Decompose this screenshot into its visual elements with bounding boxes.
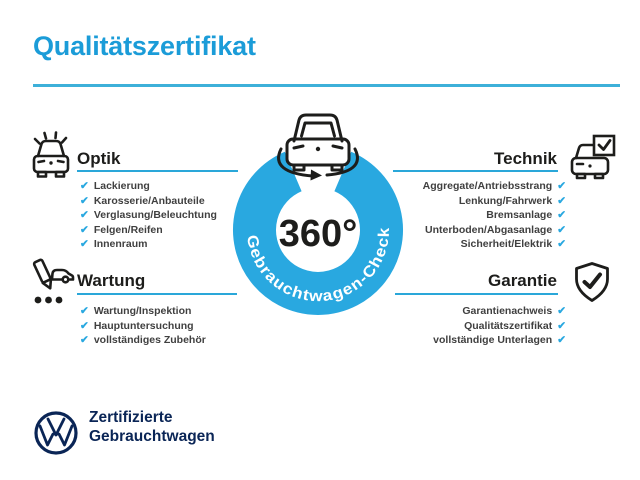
center-360-graphic: Gebrauchtwagen-Check 360° [233, 113, 403, 315]
ring-arc [233, 151, 403, 315]
section-wartung-title: Wartung [77, 271, 146, 290]
checklist-item-label: vollständiges Zubehör [93, 334, 206, 346]
checklist-item-label: Lenkung/Fahrwerk [458, 194, 553, 207]
vw-logo [34, 411, 78, 455]
checklist-item: ✔ Hauptuntersuchung [80, 320, 206, 335]
degree-label: 360° [279, 213, 358, 255]
check-icon: ✔ [557, 194, 566, 207]
checklist-item: ✔ Verglasung/Beleuchtung [80, 209, 217, 224]
checklist-item-label: Aggregate/Antriebsstrang [422, 180, 553, 192]
check-icon: ✔ [80, 209, 89, 221]
checklist-item: ✔ Innenraum [80, 238, 217, 253]
checklist-item-label: Qualitätszertifikat [464, 319, 553, 332]
shield-check-icon [575, 262, 609, 302]
section-optik-title: Optik [77, 149, 121, 168]
technik-divider [393, 170, 558, 172]
checklist-item-label: Karosserie/Anbauteile [93, 194, 205, 207]
car-360-rotation-icon [277, 113, 359, 178]
checklist-item: ✔ Karosserie/Anbauteile [80, 195, 217, 210]
optik-divider [77, 170, 238, 172]
check-icon: ✔ [80, 223, 89, 236]
checklist-item: Unterboden/Abgasanlage ✔ [366, 224, 566, 239]
check-icon: ✔ [557, 238, 566, 250]
checklist-item-label: Bremsanlage [486, 209, 553, 221]
checklist-item: ✔ Felgen/Reifen [80, 224, 217, 239]
checklist-item-label: Felgen/Reifen [93, 223, 163, 236]
check-icon: ✔ [557, 305, 566, 317]
checklist-item: Bremsanlage ✔ [366, 209, 566, 224]
page-title: Qualitätszertifikat [33, 31, 256, 61]
check-icon: ✔ [80, 319, 89, 332]
car-checkbox-icon [570, 134, 616, 180]
check-icon: ✔ [80, 194, 89, 207]
check-icon: ✔ [557, 180, 566, 192]
garantie-divider [395, 293, 558, 295]
checklist-item-label: Innenraum [93, 238, 148, 250]
brand-line2: Gebrauchtwagen [89, 428, 215, 445]
checklist-item-label: Sicherheit/Elektrik [460, 238, 553, 250]
checklist-item-label: Wartung/Inspektion [93, 305, 192, 317]
checklist-item: vollständige Unterlagen ✔ [366, 334, 566, 349]
check-icon: ✔ [80, 180, 89, 192]
technik-checklist: Aggregate/Antriebsstrang ✔ Lenkung/Fahrwe… [366, 180, 566, 253]
check-icon: ✔ [557, 334, 566, 346]
sparkling-car-icon [32, 131, 70, 178]
check-icon: ✔ [557, 209, 566, 221]
checklist-item: ✔ vollständiges Zubehör [80, 334, 206, 349]
checklist-item-label: Unterboden/Abgasanlage [425, 223, 553, 236]
section-garantie-title: Garantie [488, 271, 557, 290]
section-technik-title: Technik [494, 149, 557, 168]
checklist-item-label: vollständige Unterlagen [433, 334, 553, 346]
brand-text: Zertifizierte Gebrauchtwagen [89, 408, 215, 446]
wartung-checklist: ✔ Wartung/Inspektion ✔ Hauptuntersuchung ✔… [80, 305, 206, 349]
checklist-item-label: Lackierung [93, 180, 150, 192]
checklist-item: ✔ Wartung/Inspektion [80, 305, 206, 320]
checklist-item-label: Verglasung/Beleuchtung [93, 209, 217, 221]
check-icon: ✔ [557, 223, 566, 236]
check-icon: ✔ [80, 238, 89, 250]
wartung-divider [77, 293, 237, 295]
garantie-checklist: Garantienachweis ✔ Qualitätszertifikat ✔ v… [366, 305, 566, 349]
title-divider [33, 84, 620, 87]
check-icon: ✔ [80, 305, 89, 317]
checklist-item: ✔ Lackierung [80, 180, 217, 195]
checklist-item: Garantienachweis ✔ [366, 305, 566, 320]
checklist-item: Aggregate/Antriebsstrang ✔ [366, 180, 566, 195]
check-icon: ✔ [80, 334, 89, 346]
pencil-car-service-icon [32, 258, 75, 304]
brand-line1: Zertifizierte [89, 409, 173, 426]
checklist-item-label: Garantienachweis [462, 305, 553, 317]
checklist-item: Qualitätszertifikat ✔ [366, 320, 566, 335]
checklist-item: Lenkung/Fahrwerk ✔ [366, 195, 566, 210]
rotation-arrowhead [310, 169, 322, 181]
checklist-item: Sicherheit/Elektrik ✔ [366, 238, 566, 253]
checklist-item-label: Hauptuntersuchung [93, 319, 194, 332]
optik-checklist: ✔ Lackierung ✔ Karosserie/Anbauteile ✔ Verg… [80, 180, 217, 253]
check-icon: ✔ [557, 319, 566, 332]
